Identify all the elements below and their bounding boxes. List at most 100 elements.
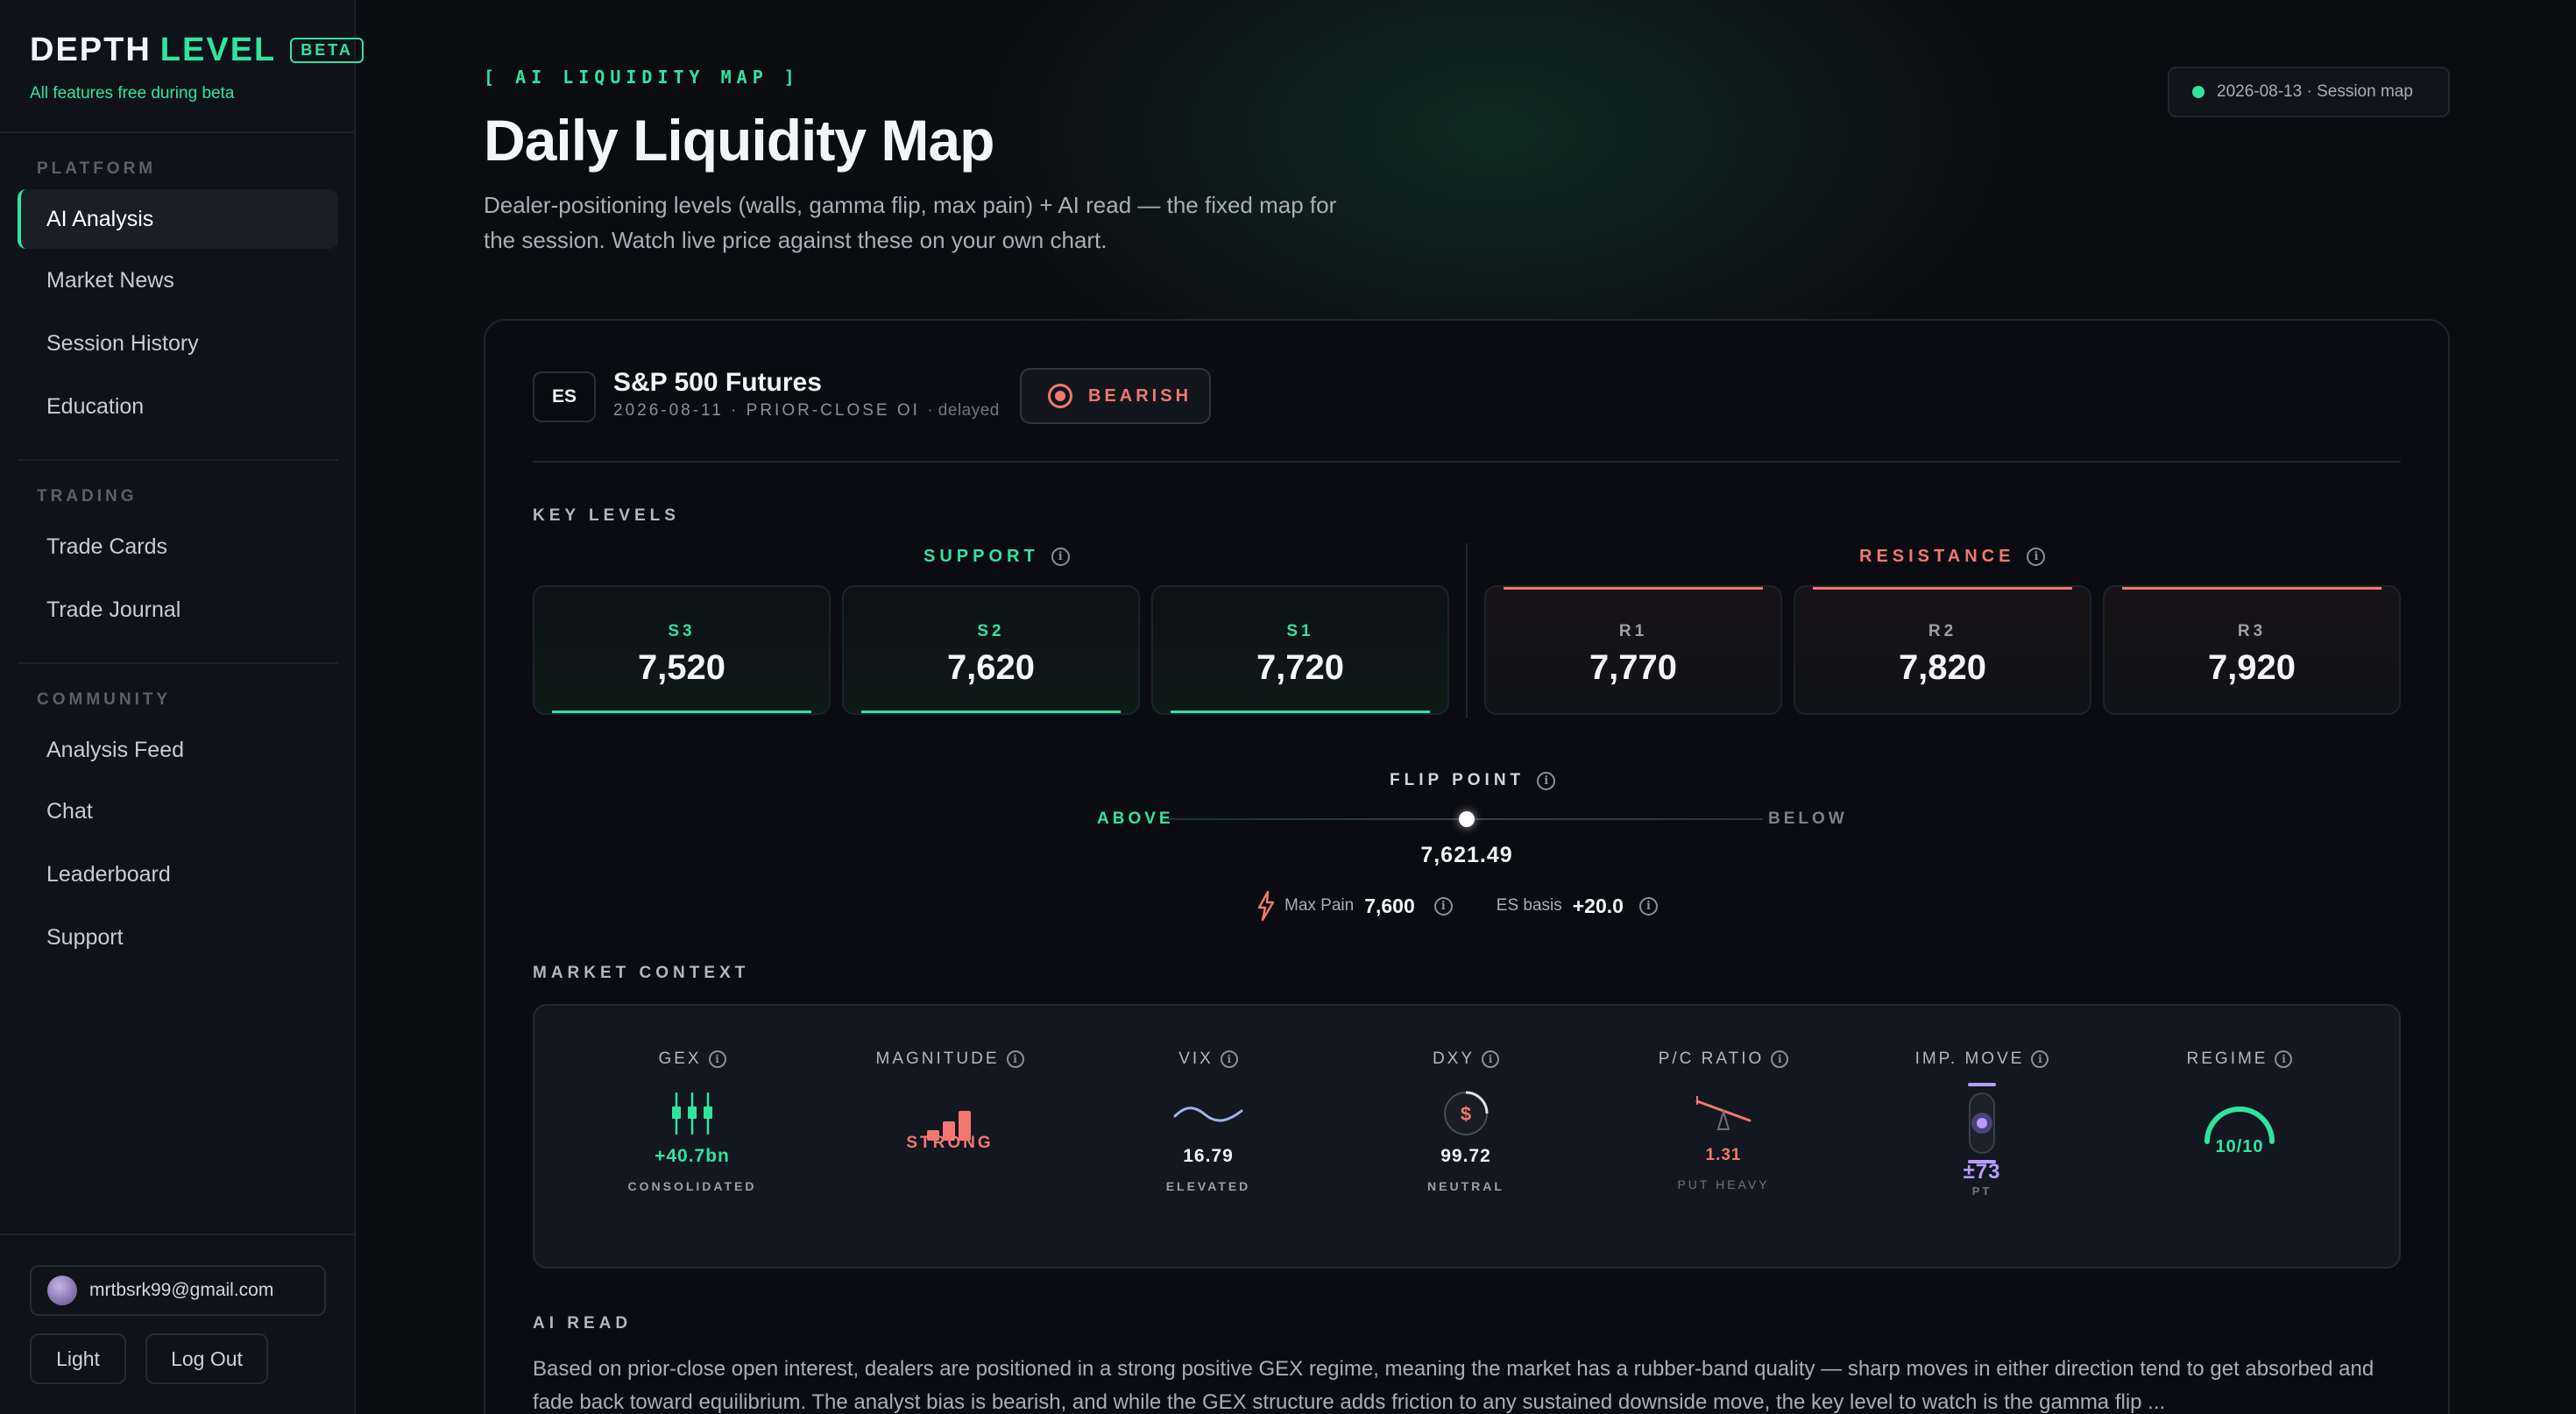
- sidebar-item-trade-cards[interactable]: Trade Cards: [46, 534, 168, 559]
- level-card-r3[interactable]: R3 7,920: [2103, 585, 2401, 715]
- level-card-s2[interactable]: S2 7,620: [842, 585, 1140, 715]
- context-title: DXY: [1432, 1050, 1476, 1068]
- context-subtext: ELEVATED: [1165, 1179, 1251, 1193]
- info-icon[interactable]: i: [1220, 1050, 1238, 1068]
- page-kicker: [ AI LIQUIDITY MAP ]: [484, 67, 800, 88]
- level-value: 7,770: [1589, 648, 1678, 687]
- target-icon: [1048, 384, 1072, 408]
- level-name: R3: [2237, 622, 2267, 640]
- page-title: Daily Liquidity Map: [484, 108, 994, 173]
- context-title: REGIME: [2186, 1050, 2268, 1068]
- level-name: S3: [668, 622, 696, 640]
- sidebar-item-ai-analysis[interactable]: AI Analysis: [18, 189, 338, 249]
- context-value: 10/10: [2215, 1137, 2264, 1156]
- sidebar-divider: [0, 1234, 356, 1235]
- info-icon[interactable]: i: [708, 1050, 726, 1068]
- theme-toggle-button[interactable]: Light: [30, 1333, 126, 1384]
- key-levels-label: KEY LEVELS: [533, 506, 680, 525]
- context-implied-move[interactable]: IMP. MOVE i ±73 PT: [1868, 1048, 2096, 1198]
- support-label: SUPPORT i: [924, 547, 1070, 567]
- sidebar-item-market-news[interactable]: Market News: [46, 267, 174, 293]
- wave-icon: [1094, 1081, 1322, 1146]
- sidebar-item-chat[interactable]: Chat: [46, 798, 93, 824]
- ai-read-label: AI READ: [533, 1314, 633, 1333]
- context-subtext: NEUTRAL: [1427, 1179, 1504, 1193]
- max-pain-row: Max Pain 7,600 i ES basis +20.0 i: [1256, 890, 1658, 922]
- info-icon[interactable]: i: [1051, 548, 1070, 566]
- context-value: ±73: [1963, 1160, 2001, 1184]
- context-gex[interactable]: GEX i +40.7bn CONSOLIDATED: [578, 1048, 806, 1193]
- level-name: R2: [1928, 622, 1957, 640]
- ai-read-text: Based on prior-close open interest, deal…: [533, 1357, 2374, 1414]
- card-divider: [533, 461, 2401, 463]
- bias-badge[interactable]: BEARISH: [1020, 368, 1211, 424]
- info-icon[interactable]: i: [1537, 771, 1556, 790]
- level-value: 7,720: [1256, 648, 1345, 687]
- avatar: [47, 1276, 77, 1305]
- session-date-pill[interactable]: 2026-08-13 · Session map: [2168, 67, 2450, 117]
- context-title: P/C RATIO: [1658, 1050, 1765, 1068]
- info-icon[interactable]: i: [1006, 1050, 1024, 1068]
- context-magnitude[interactable]: MAGNITUDE i STRONG: [836, 1048, 1064, 1153]
- sidebar-item-education[interactable]: Education: [46, 393, 145, 419]
- info-icon[interactable]: i: [1482, 1050, 1500, 1068]
- info-icon[interactable]: i: [2027, 548, 2046, 566]
- user-email: mrtbsrk99@gmail.com: [89, 1280, 274, 1300]
- info-icon[interactable]: i: [2275, 1050, 2293, 1068]
- level-card-s3[interactable]: S3 7,520: [533, 585, 831, 715]
- flip-above-label: ABOVE: [1097, 810, 1174, 828]
- section-label-trading: TRADING: [37, 487, 138, 506]
- sidebar-item-trade-journal[interactable]: Trade Journal: [46, 597, 181, 622]
- flip-point-label: FLIP POINT i: [1390, 771, 1556, 790]
- sidebar-divider: [0, 131, 356, 133]
- context-value: 16.79: [1183, 1146, 1234, 1166]
- es-basis-label: ES basis: [1496, 896, 1562, 915]
- resistance-label-text: RESISTANCE: [1859, 547, 2015, 566]
- sidebar-divider: [18, 662, 338, 664]
- dollar-icon: $: [1352, 1081, 1580, 1146]
- info-icon[interactable]: i: [2031, 1050, 2049, 1068]
- session-date-text: 2026-08-13 · Session map: [2217, 82, 2413, 101]
- logout-button[interactable]: Log Out: [145, 1333, 268, 1384]
- symbol-badge: ES: [533, 371, 596, 422]
- level-value: 7,820: [1898, 648, 1987, 687]
- context-subtext: PUT HEAVY: [1677, 1177, 1770, 1191]
- context-regime[interactable]: REGIME i 10/10: [2126, 1048, 2353, 1157]
- seesaw-icon: [1610, 1081, 1837, 1146]
- info-icon[interactable]: i: [1433, 896, 1453, 916]
- context-vix[interactable]: VIX i 16.79 ELEVATED: [1094, 1048, 1322, 1193]
- context-pc-ratio[interactable]: P/C RATIO i 1.31 PUT HEAVY: [1610, 1048, 1837, 1191]
- info-icon[interactable]: i: [1638, 896, 1658, 916]
- market-context-panel: [533, 1004, 2401, 1269]
- instrument-meta-delayed: · delayed: [927, 401, 1000, 420]
- sidebar-item-support[interactable]: Support: [46, 924, 124, 950]
- sidebar-item-analysis-feed[interactable]: Analysis Feed: [46, 737, 185, 762]
- sidebar-item-leaderboard[interactable]: Leaderboard: [46, 861, 171, 887]
- level-card-r2[interactable]: R2 7,820: [1794, 585, 2091, 715]
- level-name: R1: [1618, 622, 1648, 640]
- context-subtext: CONSOLIDATED: [627, 1179, 757, 1193]
- flip-below-label: BELOW: [1768, 810, 1848, 828]
- section-label-platform: PLATFORM: [37, 159, 157, 178]
- context-dxy[interactable]: DXY i $ 99.72 NEUTRAL: [1352, 1048, 1580, 1193]
- context-title: IMP. MOVE: [1914, 1050, 2025, 1068]
- sidebar-item-session-history[interactable]: Session History: [46, 330, 199, 356]
- level-card-r1[interactable]: R1 7,770: [1484, 585, 1782, 715]
- context-title: MAGNITUDE: [875, 1050, 1000, 1068]
- context-value: STRONG: [906, 1134, 994, 1152]
- beta-badge: BETA: [290, 38, 364, 63]
- level-value: 7,520: [637, 648, 726, 687]
- level-card-s1[interactable]: S1 7,720: [1151, 585, 1449, 715]
- brand-logo[interactable]: DEPTH LEVEL BETA: [30, 32, 364, 69]
- brand-subtitle: All features free during beta: [30, 84, 235, 103]
- level-value: 7,920: [2207, 648, 2296, 687]
- instrument-name: S&P 500 Futures: [613, 368, 822, 397]
- sidebar-divider: [18, 459, 338, 461]
- svg-text:$: $: [1461, 1103, 1471, 1125]
- support-label-text: SUPPORT: [924, 547, 1039, 566]
- context-title: VIX: [1178, 1050, 1214, 1068]
- flip-point-label-text: FLIP POINT: [1390, 771, 1525, 789]
- user-account-chip[interactable]: mrtbsrk99@gmail.com: [30, 1265, 326, 1316]
- info-icon[interactable]: i: [1771, 1050, 1789, 1068]
- gauge-icon: [2126, 1097, 2353, 1149]
